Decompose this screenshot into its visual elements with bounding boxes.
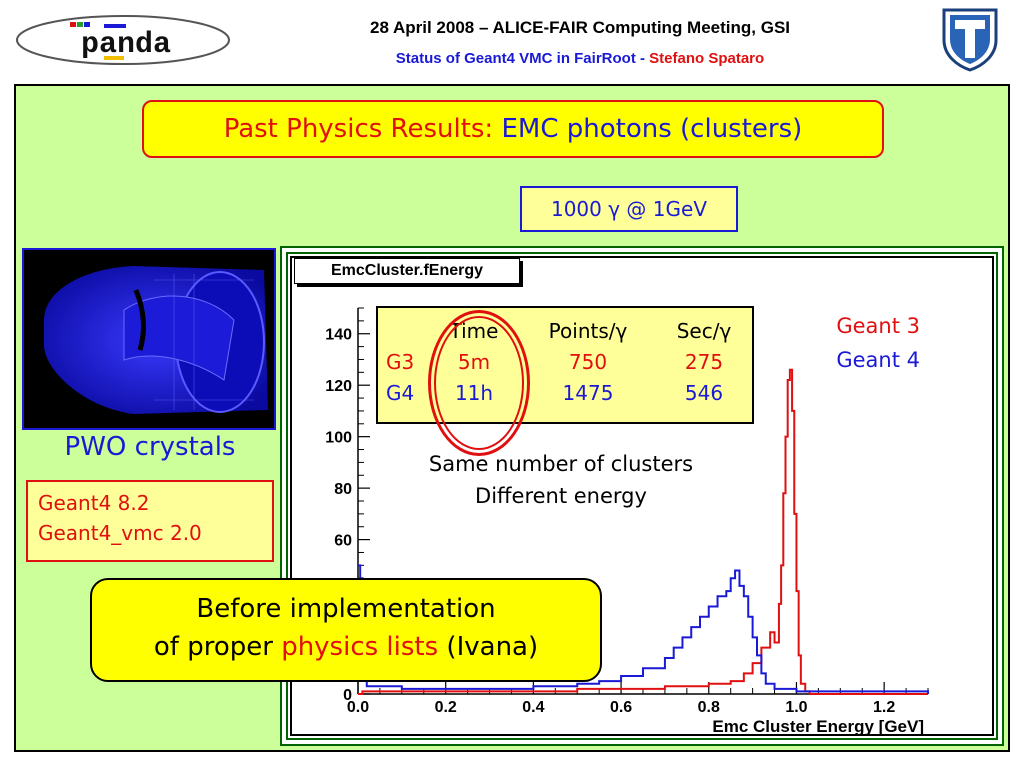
x-tick-label: 0.8 xyxy=(698,699,720,716)
highlight-circle-inner xyxy=(434,316,524,450)
geant4-vmc-version: Geant4_vmc 2.0 xyxy=(38,521,202,545)
histogram-title: EmcCluster.fEnergy xyxy=(294,258,520,284)
header-subtitle-main: Status of Geant4 VMC in FairRoot - xyxy=(395,50,650,67)
y-tick-label: 140 xyxy=(325,327,352,344)
university-shield-logo xyxy=(940,6,1000,72)
table-cell-label: G4 xyxy=(386,381,415,405)
x-tick-label: 0.0 xyxy=(347,699,369,716)
geant4-version: Geant4 8.2 xyxy=(38,491,150,515)
y-tick-label: 0 xyxy=(343,687,352,704)
table-header-sec: Sec/γ xyxy=(676,319,732,343)
x-tick-label: 1.0 xyxy=(785,699,807,716)
note-line1: Before implementation xyxy=(196,594,496,624)
header-subtitle: Status of Geant4 VMC in FairRoot - Stefa… xyxy=(246,50,914,67)
comparison-comment: Same number of clusters Different energy xyxy=(386,448,736,512)
legend-geant3: Geant 3 xyxy=(836,314,920,338)
pwo-crystals-label: PWO crystals xyxy=(64,432,236,462)
highlight-circle-outer xyxy=(428,310,530,456)
table-cell-label: G3 xyxy=(386,350,415,374)
note-line2-post: (Ivana) xyxy=(438,632,539,662)
y-tick-label: 80 xyxy=(334,481,352,498)
table-cell-sec: 275 xyxy=(684,350,724,374)
note-line2-pre: of proper xyxy=(153,632,282,662)
panda-logo-text: panda xyxy=(81,28,171,62)
slide-title: Past Physics Results: EMC photons (clust… xyxy=(142,100,884,158)
legend-geant4: Geant 4 xyxy=(836,348,920,372)
beam-label: 1000 γ @ 1GeV xyxy=(520,186,738,232)
table-header-row: Time Points/γ Sec/γ xyxy=(378,316,752,347)
pwo-detector-image xyxy=(22,248,276,430)
note-physics-lists: physics lists xyxy=(281,632,439,662)
geant4-histogram-line xyxy=(358,564,929,694)
table-cell-points: 750 xyxy=(568,350,608,374)
x-tick-label: 0.4 xyxy=(522,699,544,716)
physics-list-note: Before implementation of proper physics … xyxy=(90,578,602,682)
geant-version-box: Geant4 8.2 Geant4_vmc 2.0 xyxy=(26,480,274,562)
header-meeting: 28 April 2008 – ALICE-FAIR Computing Mee… xyxy=(369,18,791,37)
y-tick-label: 60 xyxy=(334,533,352,550)
slide-title-part2: EMC photons (clusters) xyxy=(501,114,803,144)
x-tick-label: 0.6 xyxy=(610,699,632,716)
comment-line1: Same number of clusters xyxy=(428,452,694,476)
y-tick-label: 100 xyxy=(325,430,352,447)
x-axis-label: Emc Cluster Energy [GeV] xyxy=(712,717,924,736)
x-tick-label: 0.2 xyxy=(435,699,457,716)
x-tick-label: 1.2 xyxy=(873,699,895,716)
table-cell-points: 1475 xyxy=(562,381,614,405)
slide-title-part1: Past Physics Results: xyxy=(223,114,502,144)
comment-line2: Different energy xyxy=(475,484,647,508)
panda-logo: panda xyxy=(14,12,232,68)
geant3-histogram-line xyxy=(358,368,928,695)
y-tick-label: 120 xyxy=(325,378,352,395)
table-cell-sec: 546 xyxy=(684,381,724,405)
header-author: Stefano Spataro xyxy=(649,50,765,67)
note-line2: of proper physics lists (Ivana) xyxy=(92,628,600,666)
table-header-points: Points/γ xyxy=(548,319,628,343)
